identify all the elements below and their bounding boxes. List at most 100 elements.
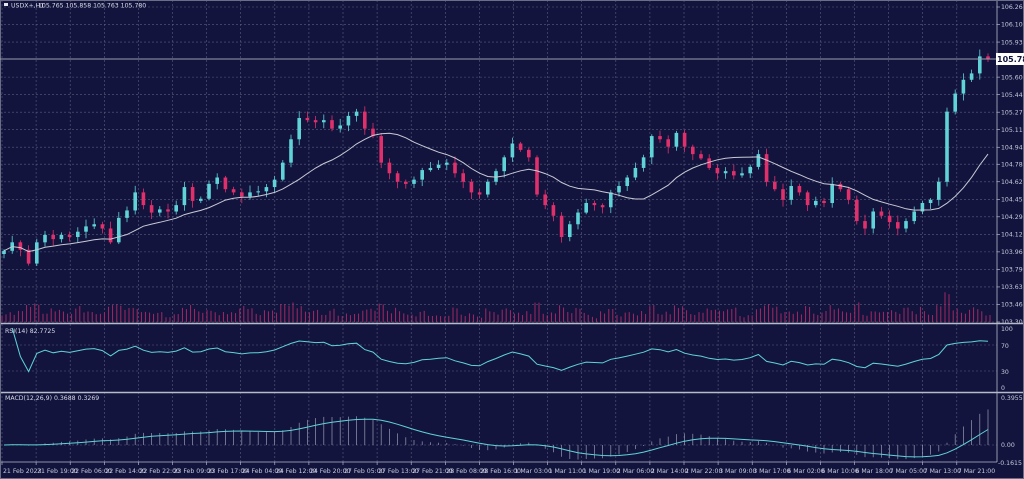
candle-body: [330, 120, 334, 129]
candle-body: [92, 224, 96, 227]
candle-bullish: [674, 130, 679, 151]
candle-bearish: [715, 164, 720, 180]
candle-bullish: [158, 206, 162, 217]
candle-bullish: [322, 114, 326, 129]
candle-bullish: [937, 177, 941, 206]
candle-body: [723, 171, 728, 174]
candle-body: [445, 162, 449, 165]
candle-body: [313, 120, 318, 123]
candle-body: [650, 136, 654, 158]
time-tick-label: 6 Mar 02:00: [787, 468, 824, 475]
candle-body: [855, 199, 859, 222]
candle-body: [674, 132, 679, 147]
current-price-tag: [996, 53, 1024, 65]
candle-bearish: [592, 200, 597, 211]
price-tick-label: 104.125: [1001, 232, 1024, 239]
candle-bullish: [510, 137, 515, 162]
candle-body: [715, 167, 720, 174]
candle-body: [789, 186, 793, 200]
candle-body: [26, 249, 31, 264]
candle-body: [945, 111, 949, 182]
candle-body: [469, 181, 474, 193]
candle-bullish: [445, 158, 449, 171]
candle-body: [756, 154, 761, 167]
candle-body: [207, 183, 211, 199]
candle-body: [502, 157, 506, 172]
candle-body: [436, 164, 441, 168]
time-tick-label: 22 Feb 06:00: [71, 468, 112, 475]
symbol-label: USDX+,H1: [11, 3, 44, 10]
time-tick-label: 3 Mar 09:00: [719, 468, 756, 475]
candle-bullish: [920, 201, 925, 215]
time-tick-label: 3 Mar 17:00: [753, 468, 790, 475]
candle-body: [609, 192, 613, 208]
candle-bullish: [568, 220, 572, 242]
price-tick-label: 103.795: [1001, 267, 1024, 274]
candle-body: [223, 177, 228, 190]
candle-bullish: [289, 134, 293, 168]
candle-body: [190, 187, 195, 201]
candle-bearish: [855, 195, 859, 225]
candle-body: [543, 194, 547, 206]
time-tick-label: 1 Mar 03:00: [515, 468, 552, 475]
candle-bullish: [346, 111, 351, 132]
candle-body: [691, 146, 695, 155]
candle-bearish: [551, 202, 556, 222]
time-tick-label: 7 Mar 21:00: [958, 468, 995, 475]
candle-bullish: [256, 185, 260, 197]
candle-bullish: [207, 180, 211, 201]
candle-bullish: [625, 175, 629, 191]
candle-body: [248, 192, 252, 197]
macd-panel: [3, 409, 989, 460]
time-tick-label: 23 Feb 09:00: [174, 468, 215, 475]
candle-bearish: [805, 190, 810, 211]
candle-body: [117, 217, 121, 243]
candle-bearish: [543, 189, 547, 210]
candle-body: [961, 79, 966, 94]
candle-bearish: [240, 188, 244, 204]
candle-body: [641, 157, 646, 168]
candle-bullish: [723, 167, 728, 179]
price-tick-label: 106.100: [1001, 22, 1024, 29]
candle-bearish: [330, 115, 334, 132]
candle-body: [338, 125, 342, 129]
candle-bullish: [125, 206, 129, 223]
candle-bearish: [822, 197, 826, 208]
candle-bullish: [35, 238, 39, 267]
grid: [0, 0, 997, 462]
candle-bullish: [43, 230, 47, 247]
candle-body: [879, 211, 884, 216]
candle-body: [937, 181, 941, 200]
macd-tick: 0.3955: [1001, 395, 1023, 402]
candle-body: [494, 171, 498, 182]
candle-body: [231, 189, 236, 193]
candle-body: [781, 189, 785, 200]
macd-signal-line: [3, 418, 989, 458]
price-tick-label: 105.275: [1001, 109, 1024, 116]
candle-bearish: [453, 156, 457, 178]
moving-average-line: [3, 132, 989, 253]
candle-bearish: [879, 206, 884, 219]
candle-bearish: [141, 188, 146, 210]
candle-body: [510, 143, 515, 158]
symbol-menu-icon[interactable]: [4, 3, 8, 6]
candle-bearish: [863, 214, 867, 235]
rsi-tick: 0: [1001, 385, 1005, 392]
candle-bullish: [84, 219, 88, 239]
price-tick-label: 103.300: [1001, 319, 1024, 326]
candle-body: [592, 203, 597, 206]
candle-body: [379, 136, 383, 163]
candle-bearish: [559, 212, 564, 243]
time-tick-label: 24 Feb 20:00: [310, 468, 351, 475]
candle-body: [272, 179, 277, 188]
candle-bearish: [149, 200, 154, 220]
candle-bullish: [830, 177, 834, 208]
volume-bars: [1, 292, 991, 322]
candle-bullish: [486, 179, 490, 198]
candle-body: [141, 192, 146, 206]
candle-bullish: [297, 111, 301, 146]
candle-body: [84, 226, 88, 232]
candle-bullish: [174, 200, 178, 215]
